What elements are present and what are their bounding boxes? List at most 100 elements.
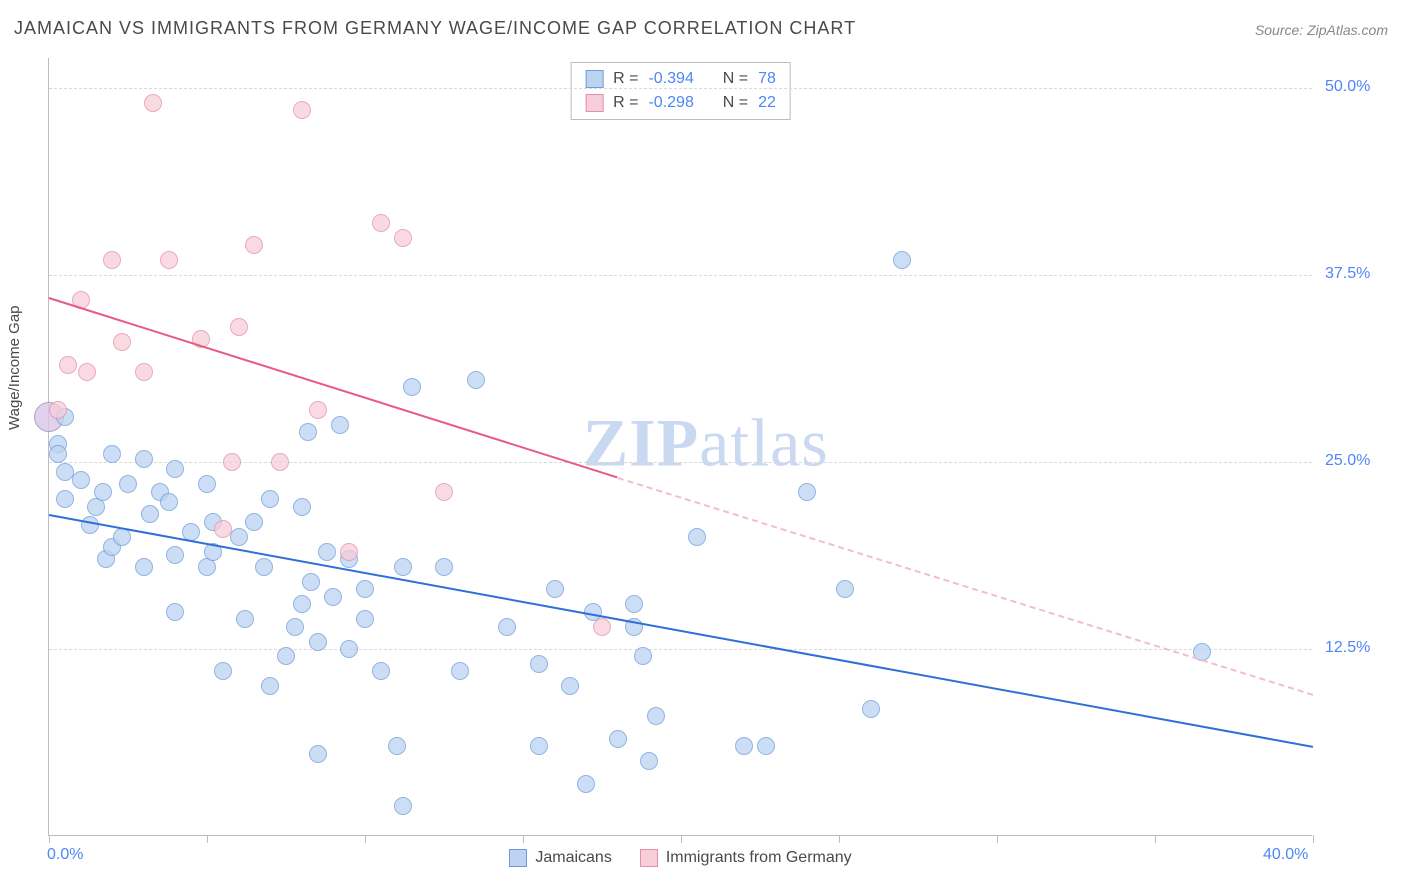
watermark: ZIPatlas: [583, 403, 829, 482]
legend-swatch-1: [640, 849, 658, 867]
scatter-point: [625, 595, 643, 613]
scatter-point: [593, 618, 611, 636]
stats-legend-box: R = -0.394 N = 78 R = -0.298 N = 22: [570, 62, 791, 120]
x-tick-label: 40.0%: [1263, 846, 1308, 864]
trend-line: [49, 514, 1313, 748]
scatter-point: [372, 214, 390, 232]
scatter-point: [862, 700, 880, 718]
scatter-point: [135, 363, 153, 381]
scatter-point: [223, 453, 241, 471]
x-tick: [681, 835, 682, 843]
swatch-series-0: [585, 70, 603, 88]
scatter-point: [166, 546, 184, 564]
scatter-point: [356, 610, 374, 628]
scatter-point: [293, 595, 311, 613]
scatter-point: [372, 662, 390, 680]
scatter-point: [255, 558, 273, 576]
y-tick-label: 12.5%: [1325, 639, 1370, 657]
scatter-point: [59, 356, 77, 374]
scatter-point: [135, 450, 153, 468]
scatter-point: [634, 647, 652, 665]
legend-item-1: Immigrants from Germany: [640, 849, 852, 867]
scatter-point: [609, 730, 627, 748]
scatter-point: [214, 520, 232, 538]
scatter-point: [49, 401, 67, 419]
scatter-point: [640, 752, 658, 770]
scatter-point: [293, 101, 311, 119]
scatter-point: [498, 618, 516, 636]
y-tick-label: 50.0%: [1325, 78, 1370, 96]
y-tick-label: 37.5%: [1325, 265, 1370, 283]
scatter-point: [166, 460, 184, 478]
scatter-point: [893, 251, 911, 269]
scatter-point: [435, 483, 453, 501]
stats-row-series-1: R = -0.298 N = 22: [585, 91, 776, 115]
x-tick: [1313, 835, 1314, 843]
scatter-point: [530, 737, 548, 755]
stat-r-1: -0.298: [648, 91, 693, 115]
scatter-point: [394, 229, 412, 247]
chart-title: JAMAICAN VS IMMIGRANTS FROM GERMANY WAGE…: [14, 18, 856, 39]
scatter-point: [144, 94, 162, 112]
scatter-point: [309, 633, 327, 651]
scatter-point: [214, 662, 232, 680]
scatter-point: [277, 647, 295, 665]
scatter-point: [166, 603, 184, 621]
scatter-point: [403, 378, 421, 396]
swatch-series-1: [585, 94, 603, 112]
scatter-point: [72, 471, 90, 489]
scatter-point: [103, 445, 121, 463]
scatter-point: [647, 707, 665, 725]
scatter-point: [119, 475, 137, 493]
scatter-point: [577, 775, 595, 793]
scatter-point: [388, 737, 406, 755]
scatter-point: [331, 416, 349, 434]
legend-swatch-0: [509, 849, 527, 867]
scatter-point: [293, 498, 311, 516]
scatter-point: [309, 401, 327, 419]
scatter-point: [141, 505, 159, 523]
scatter-point: [56, 490, 74, 508]
trend-line: [49, 297, 618, 478]
x-tick: [1155, 835, 1156, 843]
scatter-point: [309, 745, 327, 763]
legend-bottom: Jamaicans Immigrants from Germany: [49, 849, 1312, 867]
scatter-point: [561, 677, 579, 695]
scatter-point: [286, 618, 304, 636]
y-tick-label: 25.0%: [1325, 452, 1370, 470]
scatter-point: [394, 558, 412, 576]
scatter-point: [451, 662, 469, 680]
scatter-point: [340, 543, 358, 561]
scatter-point: [299, 423, 317, 441]
plot-area: ZIPatlas R = -0.394 N = 78 R = -0.298 N …: [48, 58, 1312, 836]
scatter-point: [271, 453, 289, 471]
legend-label-1: Immigrants from Germany: [666, 849, 852, 867]
source-attribution: Source: ZipAtlas.com: [1255, 22, 1388, 38]
x-tick: [997, 835, 998, 843]
scatter-point: [394, 797, 412, 815]
legend-label-0: Jamaicans: [535, 849, 611, 867]
scatter-point: [103, 251, 121, 269]
x-tick-label: 0.0%: [47, 846, 83, 864]
scatter-point: [78, 363, 96, 381]
scatter-point: [324, 588, 342, 606]
scatter-point: [688, 528, 706, 546]
chart-container: JAMAICAN VS IMMIGRANTS FROM GERMANY WAGE…: [0, 0, 1406, 892]
scatter-point: [135, 558, 153, 576]
stat-n-1: 22: [758, 91, 776, 115]
scatter-point: [757, 737, 775, 755]
y-axis-label: Wage/Income Gap: [6, 305, 23, 430]
scatter-point: [198, 475, 216, 493]
x-tick: [365, 835, 366, 843]
x-tick: [523, 835, 524, 843]
trend-line: [617, 477, 1313, 696]
scatter-point: [798, 483, 816, 501]
scatter-point: [113, 333, 131, 351]
gridline-h: [49, 649, 1312, 650]
gridline-h: [49, 275, 1312, 276]
scatter-point: [356, 580, 374, 598]
scatter-point: [261, 490, 279, 508]
scatter-point: [230, 528, 248, 546]
scatter-point: [236, 610, 254, 628]
scatter-point: [546, 580, 564, 598]
